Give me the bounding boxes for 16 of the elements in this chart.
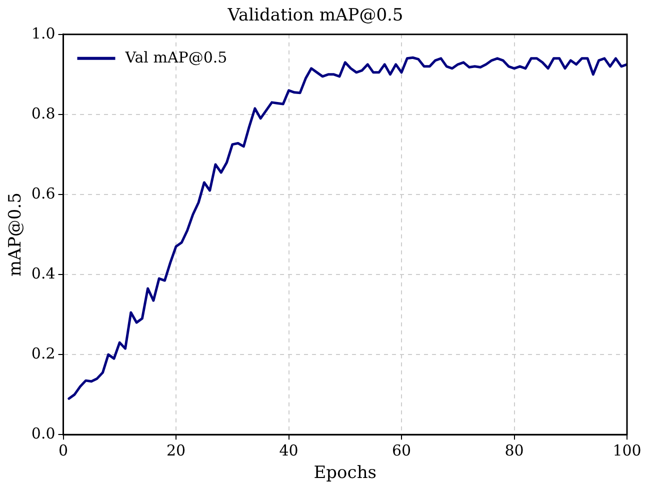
- x-tick-label: 20: [166, 441, 186, 460]
- x-tick-label: 100: [612, 441, 642, 460]
- x-tick-label: 80: [504, 441, 524, 460]
- y-tick-label: 0.6: [31, 184, 56, 202]
- legend-label: Val mAP@0.5: [124, 48, 228, 66]
- y-tick-label: 0.0: [31, 424, 56, 442]
- chart-title: Validation mAP@0.5: [226, 6, 404, 26]
- y-tick-label: 1.0: [31, 24, 56, 42]
- y-tick-label: 0.4: [31, 264, 56, 282]
- y-axis-title: mAP@0.5: [6, 192, 26, 276]
- x-tick-label: 60: [392, 441, 412, 460]
- y-tick-label: 0.8: [31, 104, 56, 122]
- x-axis-title: Epochs: [314, 463, 376, 484]
- y-tick-label: 0.2: [31, 344, 56, 362]
- x-tick-label: 0: [58, 441, 68, 460]
- x-tick-label: 40: [279, 441, 298, 460]
